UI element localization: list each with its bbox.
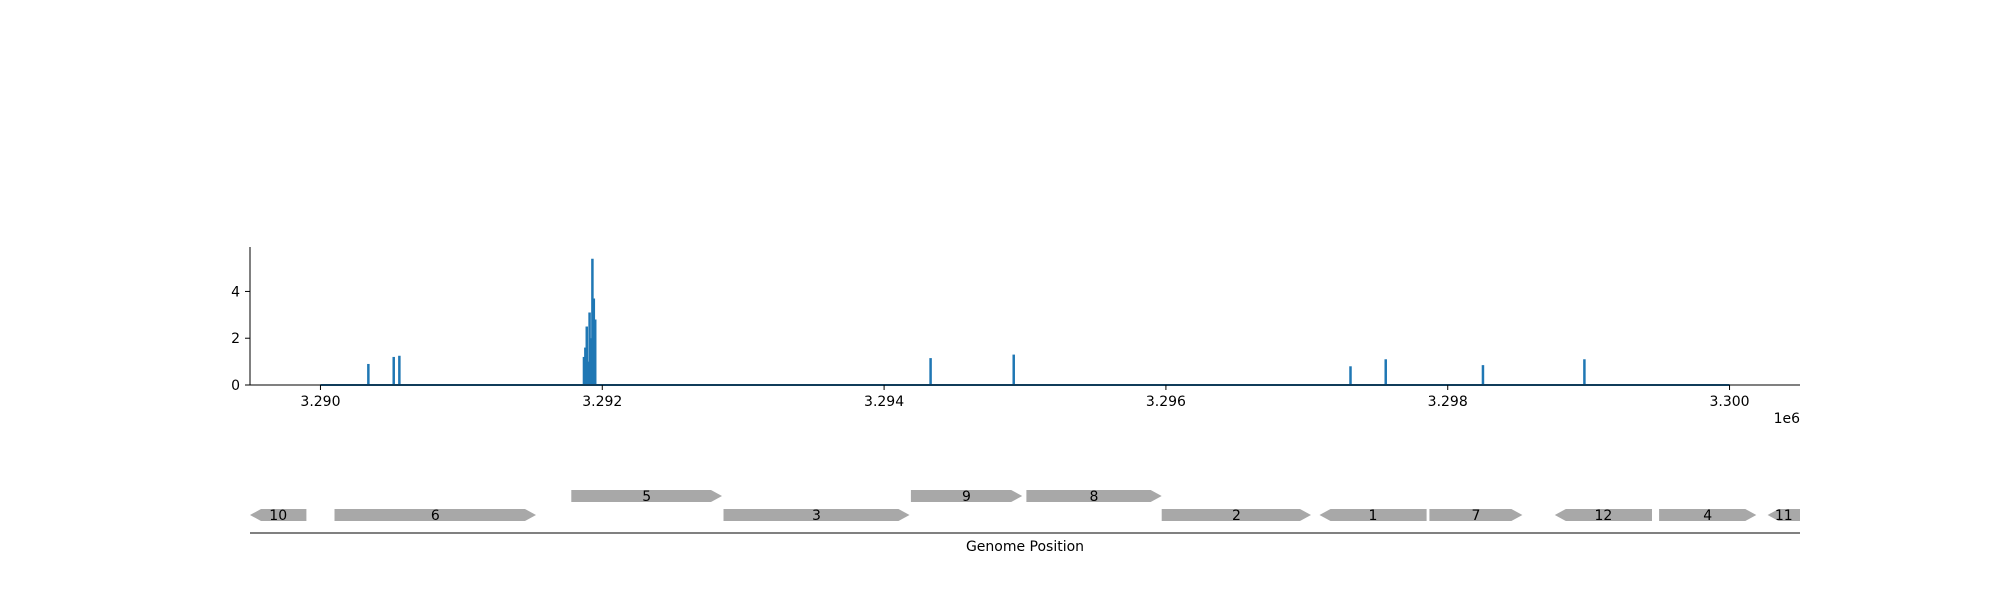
gene-label: 10 (269, 508, 287, 524)
gene-arrow (571, 490, 722, 502)
gene-label: 12 (1594, 508, 1612, 524)
gene-arrow (1659, 509, 1757, 521)
x-tick-label: 3.294 (864, 394, 904, 410)
y-tick-label: 4 (231, 284, 240, 300)
gene-arrow (1319, 509, 1427, 521)
gene-arrow (1026, 490, 1162, 502)
x-tick-label: 3.300 (1709, 394, 1749, 410)
x-offset-label: 1e6 (1774, 411, 1801, 427)
gene-label: 4 (1703, 508, 1712, 524)
gene-arrow (1429, 509, 1523, 521)
gene-label: 3 (812, 508, 821, 524)
gene-arrow (334, 509, 536, 521)
gene-label: 9 (962, 489, 971, 505)
x-tick-label: 3.292 (582, 394, 622, 410)
gene-arrow (1554, 509, 1652, 521)
y-tick-label: 0 (231, 378, 240, 394)
x-axis-label: Genome Position (966, 539, 1084, 555)
gene-label: 11 (1775, 508, 1793, 524)
gene-label: 6 (431, 508, 440, 524)
gene-label: 2 (1232, 508, 1241, 524)
gene-label: 1 (1369, 508, 1378, 524)
y-tick-label: 2 (231, 331, 240, 347)
gene-label: 5 (642, 489, 651, 505)
gene-arrow (910, 490, 1023, 502)
gene-label: 7 (1471, 508, 1480, 524)
signal-plot: 3.290 3.292 3.294 3.296 3.298 3.300 1e6 0 2 4 (231, 247, 1800, 427)
x-tick-label: 3.296 (1146, 394, 1186, 410)
gene-arrow (723, 509, 910, 521)
gene-arrow (1767, 509, 1800, 521)
x-tick-label: 3.290 (300, 394, 340, 410)
x-tick-label: 3.298 (1428, 394, 1468, 410)
gene-track: 10 6 5 3 9 8 2 1 7 12 4 11 Genome Position (250, 489, 1800, 555)
gene-arrow (250, 509, 307, 521)
gene-label: 8 (1090, 489, 1099, 505)
gene-arrow (1161, 509, 1311, 521)
